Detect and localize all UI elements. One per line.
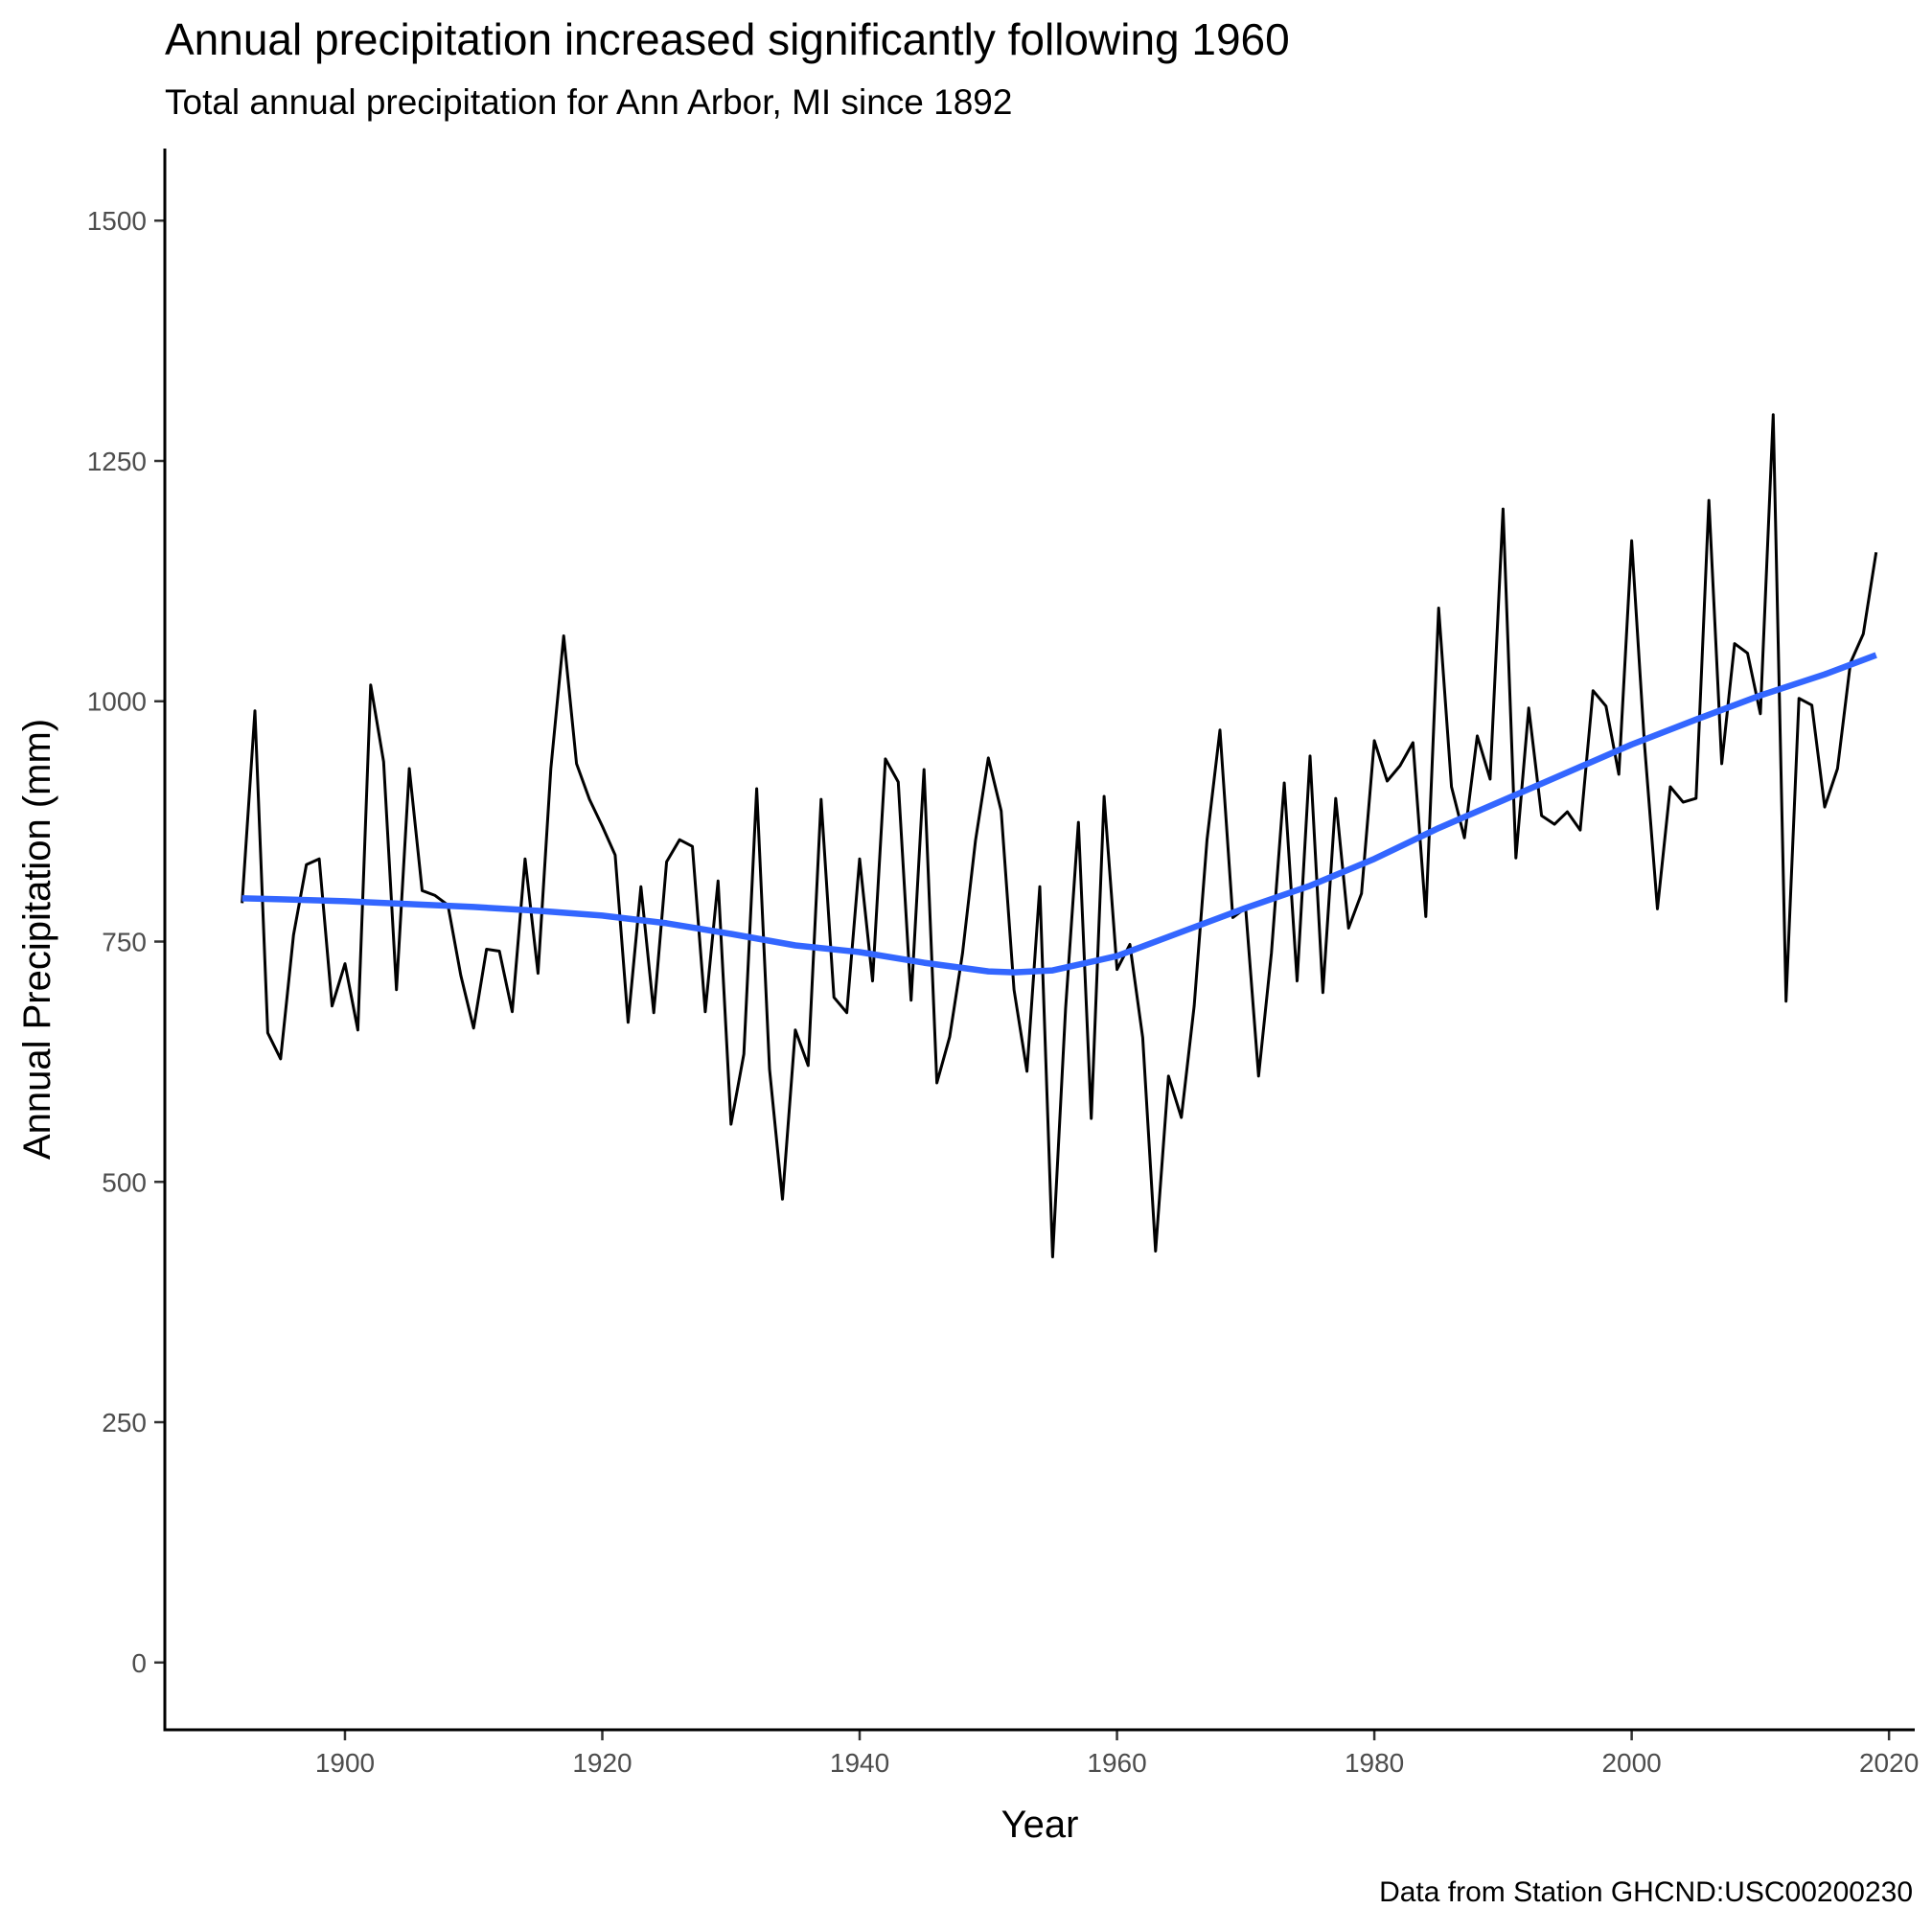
x-tick-label: 2000 bbox=[1601, 1748, 1661, 1778]
chart-subtitle: Total annual precipitation for Ann Arbor… bbox=[165, 82, 1013, 122]
precipitation-line bbox=[241, 413, 1878, 1258]
x-axis-ticks: 1900 1920 1940 1960 1980 2000 2020 bbox=[315, 1730, 1919, 1778]
y-tick-label: 750 bbox=[102, 928, 147, 957]
y-tick-label: 1500 bbox=[87, 206, 147, 236]
y-tick-label: 0 bbox=[131, 1648, 147, 1678]
y-tick-label: 250 bbox=[102, 1408, 147, 1438]
x-tick-label: 1940 bbox=[830, 1748, 889, 1778]
x-tick-label: 1900 bbox=[315, 1748, 375, 1778]
chart-title: Annual precipitation increased significa… bbox=[165, 14, 1290, 64]
chart-caption: Data from Station GHCND:USC00200230 bbox=[1379, 1876, 1913, 1908]
x-tick-label: 2020 bbox=[1859, 1748, 1919, 1778]
y-tick-label: 500 bbox=[102, 1167, 147, 1197]
y-tick-label: 1250 bbox=[87, 447, 147, 476]
x-tick-label: 1920 bbox=[572, 1748, 632, 1778]
x-tick-label: 1980 bbox=[1345, 1748, 1404, 1778]
y-axis-ticks: 0 250 500 750 1000 1250 1500 bbox=[87, 206, 165, 1678]
y-tick-label: 1000 bbox=[87, 687, 147, 717]
series-layer bbox=[241, 413, 1878, 1258]
y-axis-title: Annual Precipitation (mm) bbox=[16, 719, 58, 1160]
x-axis-title: Year bbox=[1001, 1804, 1079, 1846]
smooth-trend-line bbox=[242, 652, 1877, 976]
x-tick-label: 1960 bbox=[1087, 1748, 1146, 1778]
